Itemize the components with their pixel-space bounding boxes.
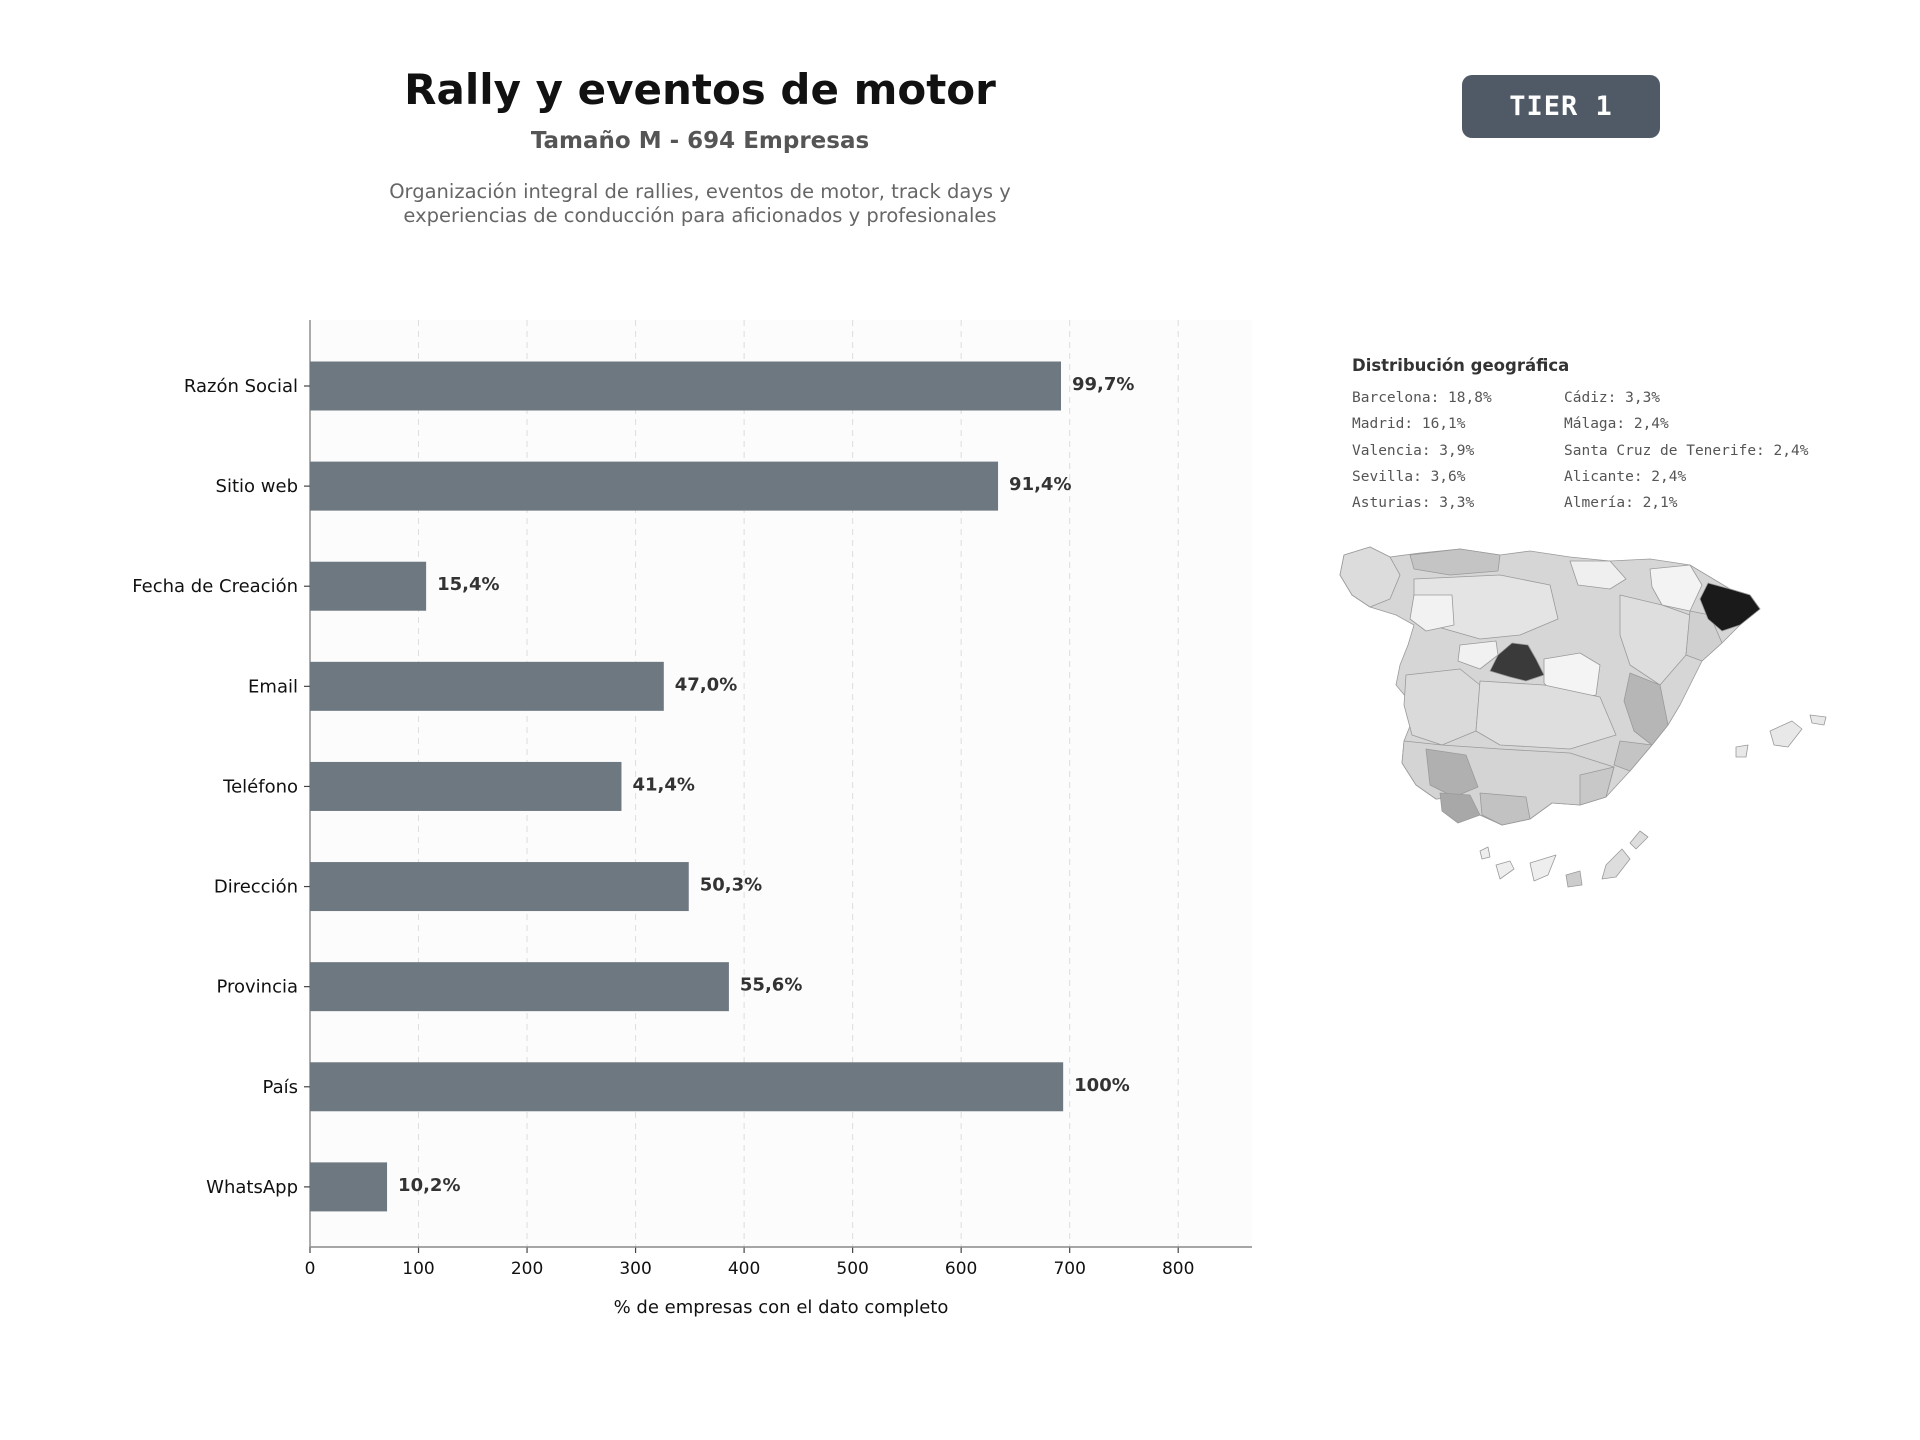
description-line-2: experiencias de conducción para aficiona… xyxy=(403,204,997,227)
map-canarias-4 xyxy=(1601,848,1631,880)
value-label: 55,6% xyxy=(740,975,802,996)
geo-item-madrid: Madrid: 16,1% xyxy=(1352,416,1466,433)
bar xyxy=(310,661,664,711)
geo-item-tenerife: Santa Cruz de Tenerife: 2,4% xyxy=(1564,442,1809,459)
bar xyxy=(310,962,729,1012)
map-extremadura xyxy=(1403,668,1481,746)
map-ibiza xyxy=(1735,744,1749,758)
map-north-light xyxy=(1569,560,1627,590)
map-sevilla xyxy=(1425,748,1479,798)
geo-list: Barcelona: 18,8% Cádiz: 3,3% Madrid: 16,… xyxy=(1352,385,1892,516)
x-tick-label: 600 xyxy=(945,1259,977,1279)
geo-item-barcelona: Barcelona: 18,8% xyxy=(1352,390,1492,406)
map-canarias-3 xyxy=(1565,870,1583,888)
header: Rally y eventos de motor Tamaño M - 694 … xyxy=(300,60,1100,228)
map-asturias xyxy=(1409,548,1501,576)
geo-item-sevilla: Sevilla: 3,6% xyxy=(1352,468,1466,485)
map-aragon xyxy=(1619,594,1691,686)
map-menorca xyxy=(1809,714,1827,726)
geo-title: Distribución geográfica xyxy=(1352,356,1570,375)
map-almeria xyxy=(1579,766,1615,806)
page-title: Rally y eventos de motor xyxy=(404,65,996,114)
map-cadiz xyxy=(1439,792,1481,824)
geo-item-malaga: Málaga: 2,4% xyxy=(1564,416,1669,433)
map-castilla-mancha xyxy=(1475,680,1617,750)
value-label: 100% xyxy=(1074,1075,1130,1096)
bar xyxy=(310,361,1061,411)
x-tick-label: 400 xyxy=(728,1259,760,1279)
x-axis-label: % de empresas con el dato completo xyxy=(614,1297,949,1318)
value-label: 10,2% xyxy=(398,1175,460,1196)
geo-item-asturias: Asturias: 3,3% xyxy=(1352,495,1475,512)
map-segovia-light xyxy=(1457,640,1499,670)
spain-map xyxy=(1339,546,1827,888)
x-tick-label: 700 xyxy=(1053,1259,1085,1279)
map-alicante xyxy=(1613,740,1653,772)
bar xyxy=(310,761,622,811)
bar xyxy=(310,1162,388,1212)
value-label: 99,7% xyxy=(1072,374,1134,395)
category-label: WhatsApp xyxy=(206,1177,298,1198)
x-tick-label: 300 xyxy=(619,1259,651,1279)
map-malaga xyxy=(1479,792,1531,826)
map-canarias-2 xyxy=(1529,854,1557,882)
category-label: Dirección xyxy=(214,877,298,898)
category-label: Provincia xyxy=(216,977,298,998)
map-leon-light xyxy=(1409,594,1455,632)
bar xyxy=(310,561,427,611)
value-label: 50,3% xyxy=(700,875,762,896)
value-label: 91,4% xyxy=(1009,474,1071,495)
geo-panel: Distribución geográfica Barcelona: 18,8%… xyxy=(1352,356,1892,516)
page-description: Organización integral de rallies, evento… xyxy=(300,180,1100,228)
category-label: Email xyxy=(248,676,298,697)
map-canarias-1 xyxy=(1495,860,1515,880)
x-tick-label: 800 xyxy=(1162,1259,1194,1279)
map-canarias-6 xyxy=(1479,846,1491,860)
map-canarias-5 xyxy=(1629,830,1649,850)
category-label: Sitio web xyxy=(216,476,298,497)
value-label: 41,4% xyxy=(632,774,694,795)
geo-item-cadiz: Cádiz: 3,3% xyxy=(1564,390,1661,406)
value-label: 47,0% xyxy=(675,674,737,695)
bar xyxy=(310,461,999,511)
category-label: Razón Social xyxy=(184,376,298,397)
page-subtitle: Tamaño M - 694 Empresas xyxy=(530,128,870,154)
description-line-1: Organización integral de rallies, evento… xyxy=(389,180,1011,203)
category-label: Teléfono xyxy=(222,776,298,797)
bar xyxy=(310,1062,1064,1112)
category-label: Fecha de Creación xyxy=(132,576,298,597)
map-barcelona xyxy=(1699,582,1761,632)
x-tick-label: 200 xyxy=(511,1259,543,1279)
category-label: País xyxy=(263,1077,298,1098)
x-tick-label: 500 xyxy=(836,1259,868,1279)
tier-badge: TIER 1 xyxy=(1462,75,1660,138)
geo-item-alicante: Alicante: 2,4% xyxy=(1564,468,1687,485)
bar xyxy=(310,862,689,912)
map-galicia xyxy=(1339,546,1401,608)
map-mallorca xyxy=(1769,720,1803,748)
geo-item-valencia: Valencia: 3,9% xyxy=(1352,442,1475,459)
geo-item-almeria: Almería: 2,1% xyxy=(1564,495,1678,512)
x-tick-label: 0 xyxy=(305,1259,316,1279)
value-label: 15,4% xyxy=(437,574,499,595)
x-tick-label: 100 xyxy=(402,1259,434,1279)
